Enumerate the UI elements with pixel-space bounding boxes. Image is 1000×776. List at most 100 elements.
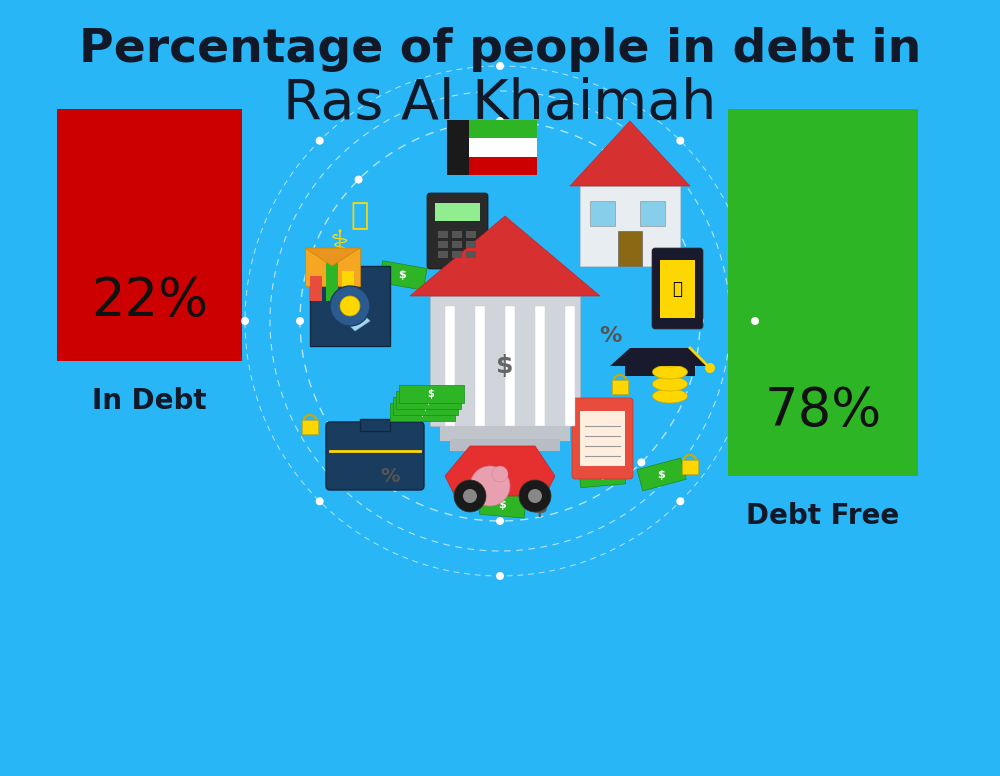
Text: Debt Free: Debt Free [746, 502, 900, 530]
Bar [535, 306, 545, 426]
FancyBboxPatch shape [572, 398, 633, 479]
Bar [438, 251, 448, 258]
Text: %: % [599, 326, 621, 346]
Bar [660, 260, 695, 318]
Circle shape [637, 175, 645, 184]
Bar [447, 120, 537, 138]
Bar [565, 306, 575, 426]
Circle shape [492, 466, 508, 482]
Text: 🏦: 🏦 [672, 280, 682, 298]
Circle shape [355, 459, 363, 466]
Circle shape [463, 489, 477, 503]
Bar [640, 201, 665, 226]
Bar [505, 306, 515, 426]
Circle shape [296, 317, 304, 325]
FancyBboxPatch shape [379, 261, 427, 290]
Text: $: $ [428, 389, 434, 399]
Ellipse shape [652, 353, 688, 367]
Text: $: $ [425, 395, 431, 405]
Circle shape [705, 363, 715, 373]
Bar [393, 397, 458, 415]
Bar [326, 261, 338, 301]
Circle shape [676, 137, 684, 144]
Polygon shape [445, 446, 555, 496]
Bar [396, 391, 461, 409]
Polygon shape [610, 348, 710, 366]
Text: $: $ [399, 270, 406, 280]
Circle shape [316, 497, 324, 505]
FancyBboxPatch shape [326, 422, 424, 490]
Circle shape [330, 286, 370, 326]
Text: Ras Al Khaimah: Ras Al Khaimah [283, 77, 717, 131]
Bar [452, 251, 462, 258]
Bar [438, 231, 448, 238]
Circle shape [454, 480, 486, 512]
Bar [435, 203, 480, 221]
Text: 78%: 78% [764, 385, 882, 437]
Circle shape [676, 497, 684, 505]
Circle shape [496, 62, 504, 70]
Bar [430, 296, 580, 426]
Bar [475, 306, 485, 426]
Bar [445, 306, 455, 426]
Circle shape [751, 317, 759, 325]
Bar [466, 251, 476, 258]
Text: ⚕: ⚕ [330, 229, 350, 263]
Text: $: $ [496, 354, 514, 378]
Bar [580, 186, 680, 266]
Bar [360, 419, 390, 431]
FancyBboxPatch shape [479, 492, 526, 518]
Text: $: $ [419, 407, 425, 417]
Circle shape [496, 117, 504, 125]
Circle shape [241, 317, 249, 325]
Polygon shape [345, 311, 370, 331]
Bar [399, 385, 464, 403]
Bar [447, 120, 469, 175]
Text: 🦅: 🦅 [351, 202, 369, 230]
Circle shape [637, 459, 645, 466]
Text: $: $ [598, 469, 606, 480]
Bar [452, 231, 462, 238]
Polygon shape [305, 248, 360, 266]
Bar [625, 366, 695, 376]
Ellipse shape [652, 389, 688, 403]
Text: In Debt: In Debt [92, 387, 207, 415]
Polygon shape [570, 121, 690, 186]
Bar [450, 439, 560, 451]
FancyBboxPatch shape [427, 193, 488, 269]
Bar [438, 241, 448, 248]
Bar [728, 109, 918, 476]
Circle shape [470, 466, 510, 506]
Text: %: % [380, 466, 400, 486]
Bar [57, 109, 242, 361]
Bar [447, 138, 537, 157]
Bar [466, 231, 476, 238]
Bar [310, 276, 322, 301]
Bar [612, 380, 628, 394]
Text: Percentage of people in debt in: Percentage of people in debt in [79, 27, 921, 72]
Bar [466, 241, 476, 248]
Circle shape [519, 480, 551, 512]
Circle shape [496, 517, 504, 525]
Text: $: $ [531, 494, 549, 518]
Bar [390, 403, 455, 421]
Bar [618, 231, 642, 266]
Text: $: $ [498, 501, 506, 510]
Ellipse shape [652, 377, 688, 391]
FancyBboxPatch shape [305, 248, 360, 286]
Bar [447, 157, 537, 175]
Circle shape [496, 572, 504, 580]
Bar [440, 426, 570, 441]
FancyBboxPatch shape [579, 462, 626, 487]
Bar [682, 460, 698, 474]
Polygon shape [410, 216, 600, 296]
Bar [590, 201, 615, 226]
Ellipse shape [652, 365, 688, 379]
Text: $: $ [422, 401, 428, 411]
Circle shape [340, 296, 360, 316]
Circle shape [316, 137, 324, 144]
Bar [302, 420, 318, 434]
Bar [342, 271, 354, 301]
Bar [452, 241, 462, 248]
FancyBboxPatch shape [652, 248, 703, 329]
